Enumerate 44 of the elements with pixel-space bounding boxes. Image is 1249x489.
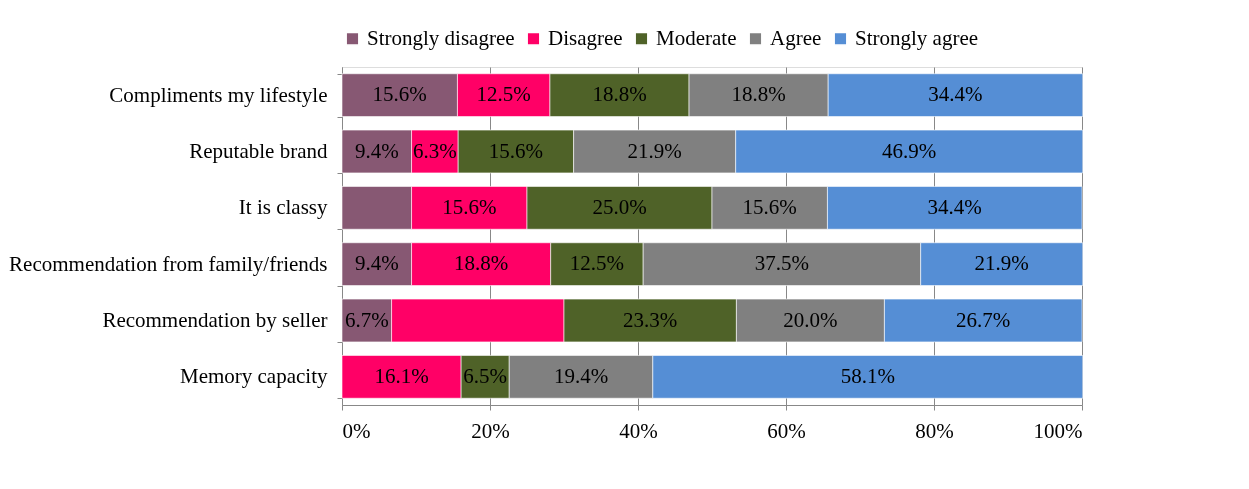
x-tick-label: 80% [915, 418, 954, 443]
legend-label: Strongly agree [855, 25, 979, 50]
data-label: 15.6% [742, 194, 797, 219]
data-label: 34.4% [927, 194, 982, 219]
data-label: 23.3% [623, 307, 678, 332]
data-label: 9.4% [354, 138, 399, 163]
x-tick-label: 20% [471, 418, 510, 443]
x-tick-label: 60% [767, 418, 806, 443]
y-tick-label: It is classy [238, 195, 328, 220]
data-label: 18.8% [592, 82, 647, 107]
data-label: 16.1% [374, 363, 429, 388]
data-label: 12.5% [476, 82, 531, 107]
x-tick-label: 40% [619, 418, 658, 443]
data-label: 6.5% [463, 363, 508, 388]
legend-label: Strongly disagree [367, 25, 515, 50]
y-tick-label: Reputable brand [189, 139, 328, 163]
data-label: 12.5% [569, 251, 625, 276]
data-label: 37.5% [754, 251, 810, 276]
data-label: 46.9% [882, 138, 937, 163]
legend-label: Disagree [548, 25, 623, 50]
y-tick-label: Recommendation by seller [102, 308, 328, 332]
y-tick-label: Memory capacity [179, 364, 328, 389]
data-label: 18.8% [731, 82, 786, 107]
legend-label: Agree [770, 25, 822, 50]
data-label: 21.9% [627, 138, 682, 163]
data-label: 26.7% [956, 307, 1011, 332]
data-label: 34.4% [928, 82, 983, 107]
data-label: 6.7% [344, 307, 389, 332]
data-label: 25.0% [592, 194, 647, 219]
data-label: 58.1% [840, 363, 895, 388]
data-label: 15.6% [372, 82, 427, 107]
data-label: 18.8% [453, 251, 509, 276]
data-label: 15.6% [442, 194, 497, 219]
x-tick-label: 0% [342, 418, 371, 443]
y-tick-label: Recommendation from family/friends [9, 251, 328, 276]
x-tick-label: 100% [1033, 418, 1083, 443]
data-label: 15.6% [488, 138, 544, 163]
legend-label: Moderate [656, 25, 737, 50]
data-label: 6.3% [412, 138, 457, 163]
y-tick-label: Compliments my lifestyle [109, 82, 328, 107]
data-label: 9.4% [354, 251, 399, 276]
data-label: 21.9% [974, 251, 1029, 276]
data-label: 20.0% [783, 307, 838, 332]
data-label: 19.4% [553, 363, 609, 388]
